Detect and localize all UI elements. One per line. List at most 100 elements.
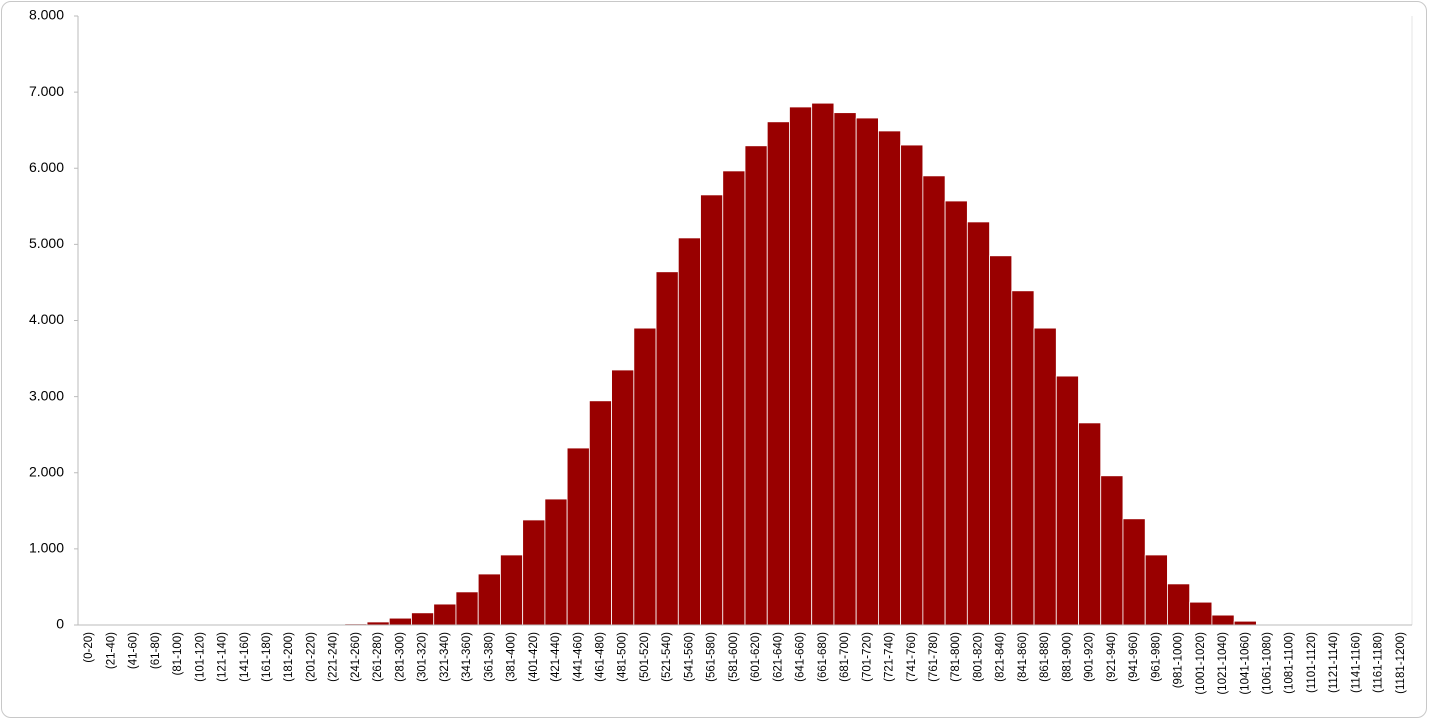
x-tick-label: (681-700) [839,632,851,682]
bar [833,112,857,626]
x-tick-label: (981-1000) [1173,632,1185,688]
x-tick-label: (781-800) [950,632,962,682]
bar [1233,620,1257,626]
y-tick-label: 2.000 [29,463,64,479]
bar [1055,375,1079,626]
bar [722,170,746,626]
x-tick-label: (221-240) [328,632,340,682]
bar [677,237,701,626]
bar [588,400,612,626]
x-tick-label: (901-920) [1084,632,1096,682]
x-tick-label: (101-120) [194,632,206,682]
x-tick-label: (1061-1080) [1262,632,1274,695]
y-tick-label: 6.000 [29,159,64,175]
y-tick-label: 3.000 [29,387,64,403]
x-tick-label: (701-720) [861,632,873,682]
bar [811,102,835,626]
x-tick-label: (121-140) [217,632,229,682]
y-tick-label: 4.000 [29,311,64,327]
x-tick-label: (881-900) [1061,632,1073,682]
x-tick-label: (381-400) [506,632,518,682]
bar [1167,583,1191,626]
x-tick-label: (921-940) [1106,632,1118,682]
x-tick-label: (741-760) [906,632,918,682]
x-tick-label: (1001-1020) [1195,632,1207,695]
x-tick-label: (261-280) [372,632,384,682]
bar [566,447,590,626]
x-tick-label: (41-60) [128,632,140,669]
bar [433,603,457,626]
bar [1189,601,1213,626]
x-tick-label: (541-560) [683,632,695,682]
bar [388,617,412,626]
bar [455,591,479,626]
bar [411,612,435,626]
x-tick-label: (721-740) [884,632,896,682]
y-tick-label: 5.000 [29,235,64,251]
x-tick-label: (241-260) [350,632,362,682]
y-tick-label: 8.000 [29,7,64,23]
x-tick-label: (581-600) [728,632,740,682]
x-tick-label: (861-880) [1039,632,1051,682]
x-tick-label: (561-580) [706,632,718,682]
bar [655,271,679,626]
x-tick-label: (161-180) [261,632,273,682]
x-tick-label: (1161-1180) [1373,632,1385,693]
y-tick-label: 7.000 [29,83,64,99]
bar [766,121,790,626]
x-tick-label: (601-620) [750,632,762,682]
x-tick-label: (1081-1100) [1284,632,1296,694]
x-tick-label: (201-220) [305,632,317,682]
x-tick-label: (361-380) [483,632,495,682]
bar [700,194,724,626]
bar [855,117,879,626]
x-tick-label: (1121-1140) [1328,632,1340,693]
x-tick-label: (481-500) [617,632,629,682]
bar [1144,554,1168,626]
x-tick-label: (421-440) [550,632,562,682]
x-tick-label: (821-840) [995,632,1007,682]
bar [900,144,924,626]
x-tick-label: (301-320) [417,632,429,682]
x-tick-label: (321-340) [439,632,451,682]
bar [633,327,657,626]
x-tick-label: (961-980) [1150,632,1162,682]
bar [1100,475,1124,626]
bar [1122,518,1146,626]
y-tick-label: 1.000 [29,540,64,556]
x-tick-label: (0-20) [83,632,95,663]
x-tick-label: (21-40) [105,632,117,669]
bar [1078,422,1102,626]
bar [922,175,946,626]
bar [1033,327,1057,626]
x-tick-label: (641-660) [795,632,807,682]
x-tick-label: (501-520) [639,632,651,682]
x-tick-label: (1101-1120) [1306,632,1318,693]
x-tick-label: (81-100) [172,632,184,676]
x-tick-label: (941-960) [1128,632,1140,682]
bar [744,145,768,626]
x-tick-label: (801-820) [972,632,984,682]
bar [477,573,501,626]
bar [500,554,524,626]
bar [611,369,635,626]
bar [1211,614,1235,626]
x-tick-label: (401-420) [528,632,540,682]
bar [966,221,990,626]
x-tick-label: (441-460) [572,632,584,682]
x-tick-label: (1181-1200) [1395,632,1407,694]
bar [522,519,546,626]
bar [1011,290,1035,626]
bar [944,200,968,626]
x-tick-label: (1141-1160) [1350,632,1362,693]
x-tick-label: (841-860) [1017,632,1029,682]
y-tick-label: 0 [56,616,64,632]
bar [989,255,1013,626]
x-tick-label: (1041-1060) [1239,632,1251,695]
x-tick-label: (621-640) [772,632,784,682]
x-tick-label: (141-160) [239,632,251,682]
bar [544,498,568,626]
